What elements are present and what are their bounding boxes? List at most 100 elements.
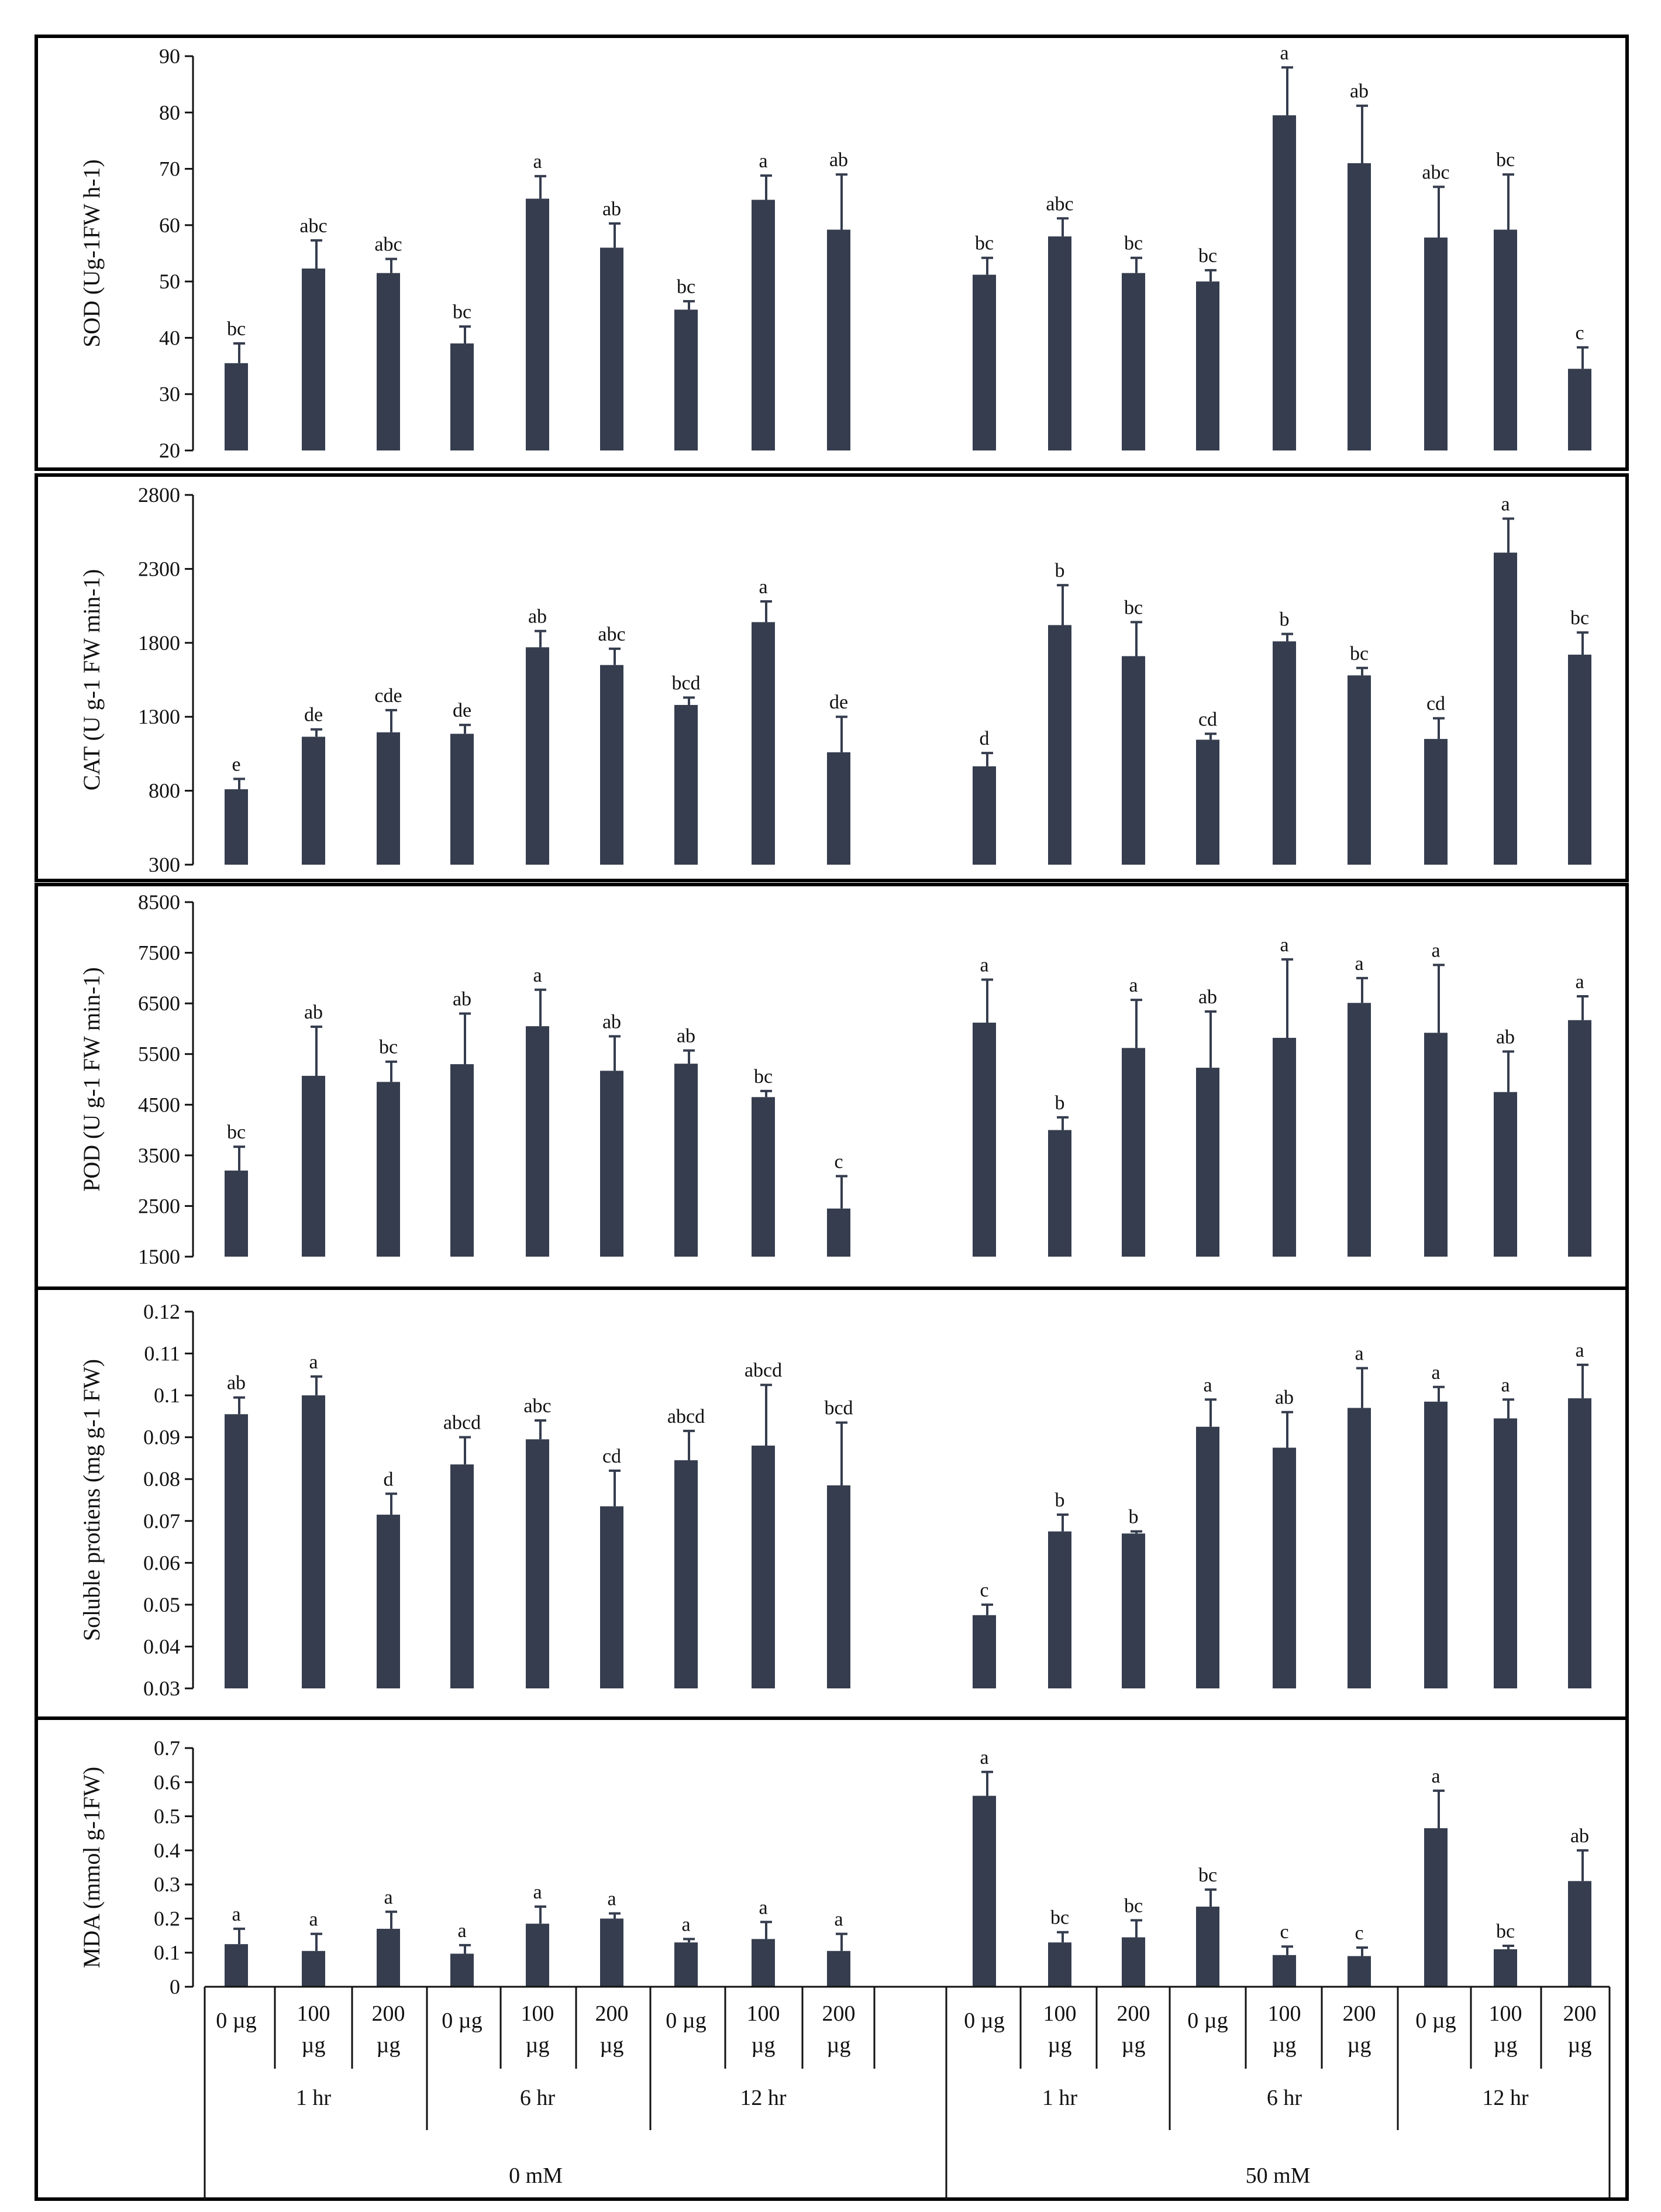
dose-label-g1-b3-line-2: µg [377,2033,401,2058]
panel-5-g1-b8-sig-label: a [759,1897,767,1918]
panel-3-g1-b5-bar [526,1026,549,1257]
panel-4-g2-b3-sig-label: b [1129,1506,1139,1528]
panel-3-y-tick-label-4: 5500 [138,1043,180,1066]
panel-5-y-tick-label-4: 0.4 [154,1839,180,1862]
panel-3-g1-b8-bar [752,1097,775,1257]
panel-2-y-tick-label-5: 2800 [138,483,180,507]
panel-1-frame [35,35,1629,471]
panel-1-g1-b9-sig-label: ab [829,149,848,171]
panel-1-g2-b2-bar [1048,236,1071,450]
panel-4-g1-b3-sig-label: d [384,1468,394,1490]
panel-4-g2-b1-sig-label: c [980,1580,988,1601]
panel-1-g2-b3-sig-label: bc [1124,233,1143,254]
panel-5-g2-b9-bar [1568,1881,1591,1987]
panel-1-g2-b4-sig-label: bc [1198,245,1217,267]
panel-1-g2-b6-bar [1348,163,1371,450]
panel-3-g2-b8-sig-label: ab [1496,1026,1515,1048]
panel-4-g2-b8-sig-label: a [1501,1374,1510,1396]
panel-5-g1-b1-bar [225,1944,248,1987]
panel-1-g2-b1-bar [973,274,996,450]
panel-4-y-tick-label-6: 0.09 [143,1426,180,1449]
panel-1-y-tick-label-0: 20 [159,439,180,462]
panel-1-g1-b1-bar [225,363,248,450]
panel-3-y-label: POD (U g-1 FW min-1) [78,967,105,1192]
panel-3-g1-b7-sig-label: ab [677,1026,695,1047]
panel-3-g2-b2-bar [1048,1130,1071,1257]
panel-2-g2-b5-sig-label: b [1280,609,1290,631]
panel-1-g1-b8-sig-label: a [759,150,767,172]
panel-1-g2-b5-sig-label: a [1280,42,1288,64]
panel-4-y-tick-label-3: 0.06 [143,1551,180,1574]
panel-3-g1-b2-sig-label: ab [304,1002,323,1023]
panel-1-g1-b8-bar [752,199,775,450]
panel-2-g1-b7-bar [674,704,698,865]
dose-label-g1-b3-line-1: 200 [372,2001,405,2026]
panel-3-g2-b7-sig-label: a [1431,940,1440,961]
panel-3-g2-b4-bar [1196,1068,1219,1257]
panel-4-g2-b6-bar [1348,1408,1371,1688]
panel-4-g2-b3-bar [1122,1533,1145,1688]
time-label-g2-t2: 6 hr [1267,2086,1302,2110]
panel-1-g2-b9-sig-label: c [1575,322,1584,344]
panel-2-y-tick-label-3: 1800 [138,631,180,655]
panel-2-g1-b9-sig-label: de [829,692,848,713]
panel-3-g1-b3-bar [377,1082,400,1257]
dose-label-g1-b2-line-2: µg [302,2033,326,2058]
panel-4-y-tick-label-8: 0.11 [144,1342,180,1365]
panel-2-g1-b5-sig-label: ab [528,606,547,628]
dose-label-g2-b9-line-1: 200 [1563,2001,1597,2026]
panel-5-g2-b1-bar [973,1795,996,1987]
dose-label-g1-b4: 0 µg [442,2008,482,2033]
panel-1-g2-b4-bar [1196,281,1219,450]
panel-2-g2-b2-bar [1048,625,1071,865]
panel-1-g1-b4-bar [450,343,474,450]
panel-5-g1-b4-sig-label: a [457,1920,466,1942]
panel-3-g2-b9-bar [1568,1020,1591,1257]
panel-1-g2-b8-sig-label: bc [1496,149,1515,171]
panel-3-g2-b4-sig-label: ab [1198,986,1217,1008]
panel-3-g1-b5-sig-label: a [533,965,542,986]
panel-5-g2-b3-bar [1122,1937,1145,1987]
panel-5-g1-b7-bar [674,1942,698,1987]
panel-2-g1-b8-bar [752,622,775,865]
panel-1-y-tick-label-6: 80 [159,101,180,124]
panel-3-g2-b2-sig-label: b [1055,1092,1065,1114]
dose-label-g2-b1: 0 µg [964,2008,1004,2033]
panel-3-g1-b3-sig-label: bc [379,1037,398,1058]
panel-2-g1-b8-sig-label: a [759,576,767,598]
panel-4-g1-b7-bar [674,1460,698,1688]
panel-2-g2-b3-bar [1122,656,1145,865]
panel-3-g1-b8-sig-label: bc [754,1066,773,1088]
panel-4-g1-b5-bar [526,1439,549,1688]
panel-5-g1-b5-sig-label: a [533,1881,542,1903]
salt-label-0mM: 0 mM [509,2163,563,2188]
panel-2-g1-b6-bar [600,665,623,865]
panel-1-y-tick-label-4: 60 [159,214,180,237]
panel-5-g2-b5-sig-label: c [1280,1921,1288,1943]
panel-2-g1-b4-bar [450,734,474,865]
panel-2-g2-b4-bar [1196,739,1219,865]
salt-label-50mM: 50 mM [1246,2163,1311,2188]
panel-2-g2-b3-sig-label: bc [1124,597,1143,618]
panel-4-y-tick-label-1: 0.04 [143,1635,180,1658]
dose-label-g2-b6-line-2: µg [1348,2033,1371,2058]
panel-3-g2-b6-sig-label: a [1355,953,1363,975]
panel-1-g2-b7-bar [1424,238,1448,450]
panel-3-y-tick-label-0: 1500 [138,1245,180,1268]
dose-label-g2-b7: 0 µg [1415,2008,1456,2033]
panel-4-g2-b2-sig-label: b [1055,1489,1065,1511]
panel-2-g2-b2-sig-label: b [1055,560,1065,582]
panel-5-g1-b7-sig-label: a [681,1914,690,1935]
panel-4-g1-b1-sig-label: ab [227,1372,246,1394]
panel-4-y-label: Soluble protiens (mg g-1 FW) [78,1359,105,1641]
panel-1-g2-b8-bar [1494,229,1517,450]
panel-2-g1-b4-sig-label: de [453,700,471,721]
dose-label-g2-b8-line-2: µg [1494,2033,1518,2058]
panel-4-g2-b1-bar [973,1615,996,1688]
panel-4-g1-b6-sig-label: cd [602,1446,621,1467]
panel-4-g1-b4-bar [450,1464,474,1688]
panel-3-g1-b7-bar [674,1064,698,1257]
panel-5-g1-b2-bar [302,1950,325,1987]
panel-1-g1-b1-sig-label: bc [227,318,246,340]
panel-3-g1-b6-bar [600,1071,623,1257]
